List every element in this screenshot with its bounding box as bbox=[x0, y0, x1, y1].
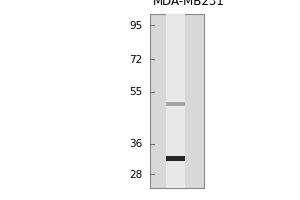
Text: 95: 95 bbox=[129, 21, 142, 31]
Text: 72: 72 bbox=[129, 55, 142, 65]
Text: MDA-MB231: MDA-MB231 bbox=[153, 0, 225, 8]
Text: 36: 36 bbox=[129, 139, 142, 149]
Text: 28: 28 bbox=[129, 170, 142, 180]
Text: 55: 55 bbox=[129, 87, 142, 97]
